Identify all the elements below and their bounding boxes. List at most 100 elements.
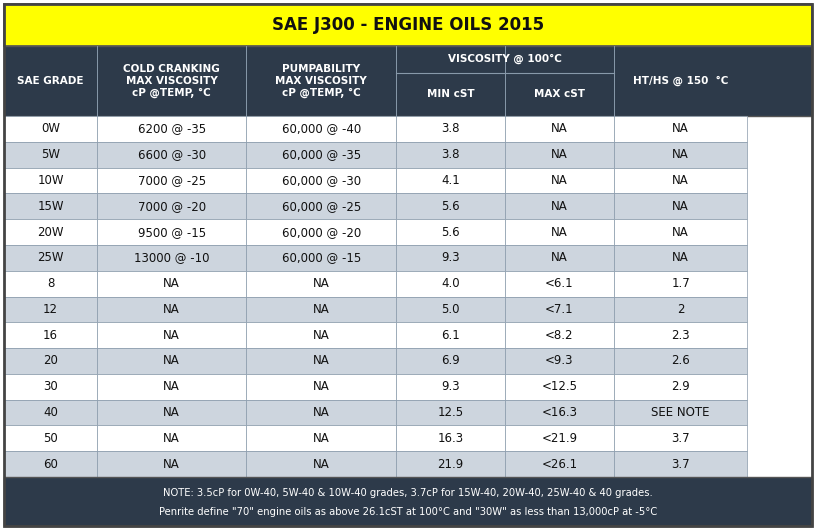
Bar [97,245,246,271]
Bar [505,116,614,142]
Text: 40: 40 [43,406,58,419]
Text: NA: NA [672,200,689,213]
Bar [396,400,505,426]
Text: Penrite define "70" engine oils as above 26.1cST at 100°C and "30W" as less than: Penrite define "70" engine oils as above… [159,507,657,517]
Text: 6200 @ -35: 6200 @ -35 [138,122,206,135]
Bar [614,245,747,271]
Bar [246,296,396,322]
Bar [505,426,614,451]
Bar [4,477,812,526]
Text: NA: NA [551,226,568,238]
Bar [396,426,505,451]
Bar [4,219,97,245]
Bar [614,219,747,245]
Bar [505,374,614,400]
Text: 4.0: 4.0 [441,277,459,290]
Bar [4,296,97,322]
Bar [97,374,246,400]
Bar [97,400,246,426]
Text: NOTE: 3.5cP for 0W-40, 5W-40 & 10W-40 grades, 3.7cP for 15W-40, 20W-40, 25W-40 &: NOTE: 3.5cP for 0W-40, 5W-40 & 10W-40 gr… [163,488,653,498]
Bar [396,142,505,167]
Text: <6.1: <6.1 [545,277,574,290]
Bar [246,426,396,451]
Bar [97,116,246,142]
Text: HT/HS @ 150  °C: HT/HS @ 150 °C [633,76,729,86]
Text: <7.1: <7.1 [545,303,574,316]
Text: NA: NA [313,432,330,445]
Text: NA: NA [313,457,330,471]
Bar [4,167,97,193]
Bar [614,142,747,167]
Text: <9.3: <9.3 [545,355,574,367]
Bar [614,374,747,400]
Text: 16.3: 16.3 [437,432,463,445]
Text: 10W: 10W [38,174,64,187]
Bar [614,296,747,322]
Bar [614,271,747,296]
Bar [4,142,97,167]
Text: NA: NA [672,148,689,161]
Bar [97,451,246,477]
Bar [396,374,505,400]
Bar [396,296,505,322]
Text: 12: 12 [43,303,58,316]
Bar [614,426,747,451]
Text: 12.5: 12.5 [437,406,463,419]
Bar [614,348,747,374]
Bar [246,167,396,193]
Bar [246,271,396,296]
Bar [4,374,97,400]
Text: 5.6: 5.6 [441,226,459,238]
Text: NA: NA [551,122,568,135]
Bar [505,296,614,322]
Bar [4,400,97,426]
Text: NA: NA [313,303,330,316]
Text: NA: NA [672,226,689,238]
Text: 6600 @ -30: 6600 @ -30 [138,148,206,161]
Text: SAE GRADE: SAE GRADE [17,76,84,86]
Bar [505,322,614,348]
Bar [246,451,396,477]
Bar [505,245,614,271]
Text: 6.9: 6.9 [441,355,459,367]
Text: 8: 8 [47,277,54,290]
Bar [396,271,505,296]
Bar [396,322,505,348]
Bar [97,142,246,167]
Text: 2.6: 2.6 [672,355,690,367]
Bar [246,348,396,374]
Bar [505,400,614,426]
Bar [97,348,246,374]
Bar [246,374,396,400]
Text: NA: NA [163,303,180,316]
Text: 25W: 25W [38,251,64,264]
Bar [505,271,614,296]
Text: 3.8: 3.8 [441,148,459,161]
Text: 0W: 0W [41,122,60,135]
Text: 4.1: 4.1 [441,174,459,187]
Text: NA: NA [313,406,330,419]
Text: NA: NA [672,251,689,264]
Bar [97,322,246,348]
Text: NA: NA [551,251,568,264]
Text: NA: NA [163,380,180,393]
Text: 30: 30 [43,380,58,393]
Text: NA: NA [672,122,689,135]
Bar [97,167,246,193]
Bar [4,426,97,451]
Text: <26.1: <26.1 [542,457,578,471]
Text: NA: NA [163,277,180,290]
Bar [246,219,396,245]
Text: NA: NA [672,174,689,187]
Bar [246,193,396,219]
Bar [4,348,97,374]
Text: <12.5: <12.5 [542,380,578,393]
Bar [614,116,747,142]
Text: 2.3: 2.3 [672,329,690,342]
Text: 5.0: 5.0 [441,303,459,316]
Text: 2: 2 [677,303,685,316]
Text: VISCOSITY @ 100°C: VISCOSITY @ 100°C [448,54,562,65]
Text: NA: NA [313,355,330,367]
Bar [614,193,747,219]
Text: 20W: 20W [38,226,64,238]
